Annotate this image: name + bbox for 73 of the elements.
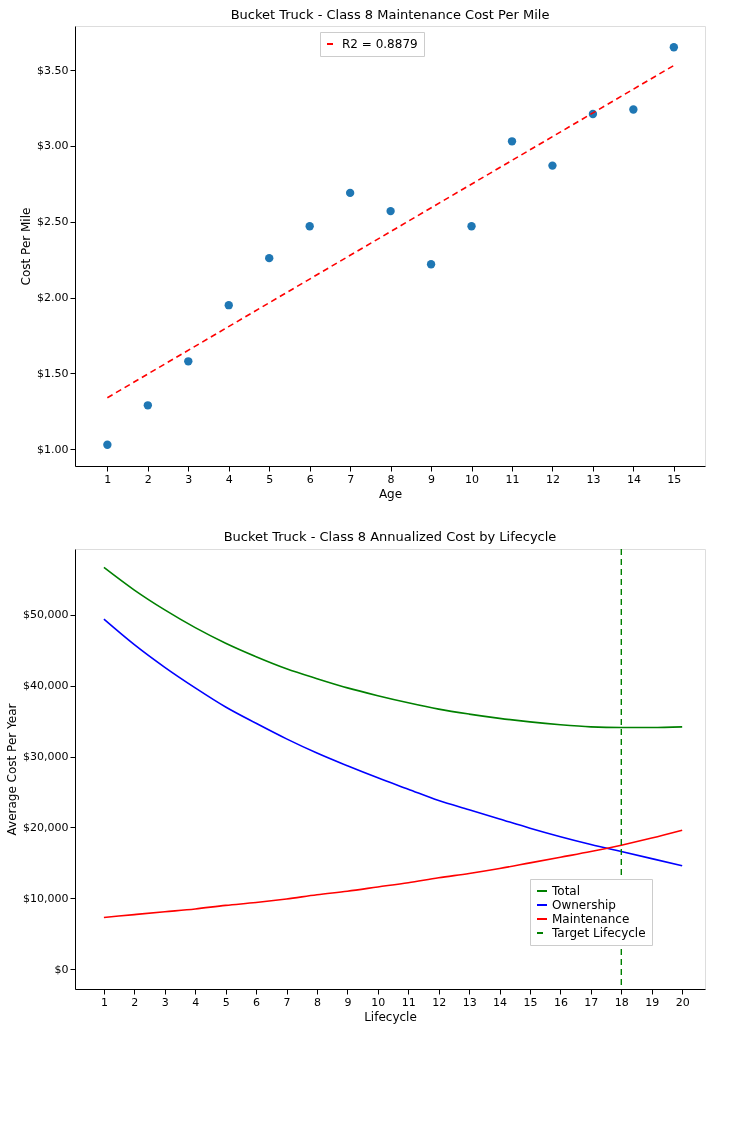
- x-tick-label: 13: [586, 472, 601, 486]
- chart-title: Bucket Truck - Class 8 Maintenance Cost Per Mile: [230, 7, 550, 22]
- x-tick-label: 7: [283, 995, 291, 1009]
- x-tick-label: 2: [131, 995, 139, 1009]
- x-tick-label: 2: [144, 472, 152, 486]
- x-tick-label: 12: [545, 472, 560, 486]
- x-tick-label: 6: [306, 472, 314, 486]
- x-tick-label: 3: [185, 472, 193, 486]
- point: [548, 161, 557, 170]
- x-tick-label: 19: [645, 995, 660, 1009]
- y-tick-label: $10,000: [23, 891, 69, 905]
- y-tick-label: $0: [54, 962, 69, 976]
- point: [507, 137, 517, 146]
- point: [629, 105, 638, 114]
- y-tick-label: $2.50: [37, 215, 69, 229]
- x-tick-label: 10: [371, 995, 386, 1009]
- point: [426, 260, 436, 269]
- x-tick-label: 18: [614, 995, 629, 1009]
- x-tick-label: 3: [161, 995, 169, 1009]
- x-tick-label: 1: [100, 995, 108, 1009]
- ref-line-label: Target Lifecycle: [551, 926, 646, 940]
- line-series: [103, 618, 683, 867]
- x-tick-label: 4: [192, 995, 200, 1009]
- x-tick-label: 5: [266, 472, 274, 486]
- x-tick-label: 5: [222, 995, 230, 1009]
- point: [265, 253, 274, 263]
- point: [224, 301, 233, 310]
- x-tick-label: 6: [253, 995, 261, 1009]
- point: [184, 357, 193, 366]
- legend-label: Ownership: [552, 898, 616, 912]
- x-tick-label: 15: [523, 995, 538, 1009]
- y-tick-label: $20,000: [23, 820, 69, 834]
- x-tick-label: 14: [493, 995, 508, 1009]
- x-tick-label: 7: [347, 472, 355, 486]
- x-tick-label: 4: [225, 472, 233, 486]
- y-tick-label: $40,000: [23, 679, 69, 693]
- x-tick-label: 11: [401, 995, 416, 1009]
- x-tick-label: 9: [428, 472, 436, 486]
- chart-title: Bucket Truck - Class 8 Annualized Cost by Lifecycle: [223, 529, 557, 545]
- x-tick-label: 9: [344, 995, 352, 1009]
- point: [143, 401, 153, 410]
- x-tick-label: 8: [313, 995, 321, 1009]
- point: [669, 43, 679, 52]
- legend-label: R2 = 0.8879: [342, 37, 418, 51]
- y-tick-label: $3.00: [37, 139, 69, 153]
- x-tick-label: 16: [553, 995, 568, 1009]
- x-tick-label: 10: [465, 472, 480, 486]
- point: [103, 440, 112, 449]
- x-tick-label: 15: [667, 472, 682, 486]
- x-tick-label: 20: [675, 995, 690, 1009]
- x-tick-label: 11: [505, 472, 520, 486]
- point: [345, 188, 355, 198]
- y-tick-label: $1.00: [37, 442, 69, 456]
- x-axis-title: Age: [378, 486, 403, 501]
- y-axis-title: Cost Per Mile: [19, 207, 34, 286]
- y-tick-label: $30,000: [23, 750, 69, 764]
- x-tick-label: 13: [462, 995, 477, 1009]
- y-tick-label: $1.50: [37, 366, 69, 380]
- x-tick-label: 1: [104, 472, 112, 486]
- x-tick-label: 14: [626, 472, 641, 486]
- legend-label: Maintenance: [552, 912, 630, 926]
- y-tick-label: $2.00: [37, 291, 69, 305]
- x-tick-label: 12: [432, 995, 447, 1009]
- y-axis-title: Average Cost Per Year: [5, 703, 20, 836]
- point: [467, 222, 476, 231]
- y-tick-label: $3.50: [37, 63, 69, 77]
- x-axis-title: Lifecycle: [364, 1009, 417, 1024]
- x-tick-label: 17: [584, 995, 599, 1009]
- point: [386, 206, 395, 216]
- legend-label: Total: [551, 884, 581, 898]
- point: [305, 222, 314, 231]
- y-tick-label: $50,000: [23, 608, 69, 622]
- x-tick-label: 8: [387, 472, 395, 486]
